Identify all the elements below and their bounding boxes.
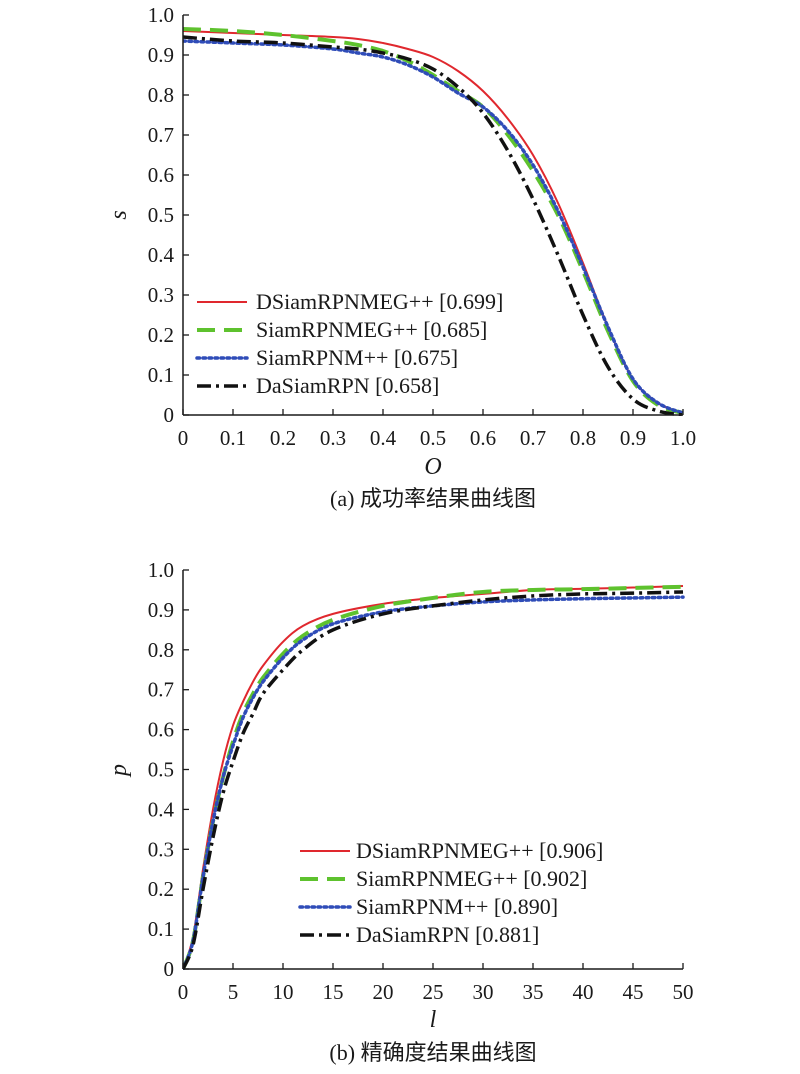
y-tick-label: 0.3 — [148, 283, 174, 307]
legend-label: SiamRPNM++ [0.890] — [356, 894, 558, 919]
x-tick-label: 25 — [423, 980, 444, 1004]
success-rate-chart: 0 0.1 0.2 0.3 0.4 0.5 0.6 0.7 0.8 0.9 1.0 0 0.1 0.2 0.… — [106, 3, 696, 511]
x-tick-label: 0 — [178, 980, 189, 1004]
y-tick-label: 0.9 — [148, 598, 174, 622]
y-tick-label: 0 — [164, 403, 175, 427]
y-tick-label: 0.4 — [148, 243, 175, 267]
x-tick-label: 45 — [623, 980, 644, 1004]
x-tick-label: 35 — [523, 980, 544, 1004]
chart-caption: (b) 精确度结果曲线图 — [329, 1040, 536, 1065]
x-tick-label: 0.4 — [370, 426, 397, 450]
x-tick-label: 30 — [473, 980, 494, 1004]
y-tick-label: 0.2 — [148, 877, 174, 901]
x-tick-label: 0.6 — [470, 426, 496, 450]
y-tick-label: 0.6 — [148, 163, 174, 187]
legend-label: DSiamRPNMEG++ [0.906] — [356, 838, 603, 863]
y-tick-label: 0.7 — [148, 678, 174, 702]
x-axis-label: O — [424, 454, 441, 480]
axis-ticks: 0 5 10 15 20 25 30 35 40 45 50 0 0.1 0.2 0.3 0.4 0.5 0.6 0… — [148, 558, 694, 1004]
legend-label: SiamRPNMEG++ [0.685] — [256, 317, 487, 342]
axis-ticks: 0 0.1 0.2 0.3 0.4 0.5 0.6 0.7 0.8 0.9 1.0 0 0.1 0.2 0.… — [148, 3, 696, 450]
x-tick-label: 0.8 — [570, 426, 596, 450]
y-tick-label: 0.3 — [148, 837, 174, 861]
x-tick-label: 0.7 — [520, 426, 546, 450]
precision-chart: 0 5 10 15 20 25 30 35 40 45 50 0 0.1 0.2 0.3 0.4 0.5 0.6 0… — [106, 558, 694, 1065]
legend-label: SiamRPNM++ [0.675] — [256, 345, 458, 370]
y-tick-label: 0 — [164, 957, 175, 981]
legend-label: DSiamRPNMEG++ [0.699] — [256, 289, 503, 314]
x-tick-label: 0.1 — [220, 426, 246, 450]
y-tick-label: 0.5 — [148, 203, 174, 227]
y-tick-label: 0.1 — [148, 917, 174, 941]
y-tick-label: 0.8 — [148, 638, 174, 662]
y-tick-label: 0.8 — [148, 83, 174, 107]
x-tick-label: 50 — [673, 980, 694, 1004]
y-tick-label: 0.5 — [148, 758, 174, 782]
x-tick-label: 0.5 — [420, 426, 446, 450]
y-tick-label: 0.6 — [148, 718, 174, 742]
x-tick-label: 5 — [228, 980, 239, 1004]
x-axis-label: l — [430, 1007, 437, 1033]
legend: DSiamRPNMEG++ [0.699] SiamRPNMEG++ [0.685… — [195, 289, 503, 398]
legend-label: SiamRPNMEG++ [0.902] — [356, 866, 587, 891]
series-line — [183, 35, 684, 416]
success-curves — [183, 27, 685, 416]
x-tick-label: 10 — [273, 980, 294, 1004]
y-tick-label: 0.2 — [148, 323, 174, 347]
y-tick-label: 0.1 — [148, 363, 174, 387]
series-line — [183, 595, 685, 970]
legend: DSiamRPNMEG++ [0.906] SiamRPNMEG++ [0.902… — [298, 838, 603, 947]
y-tick-label: 0.4 — [148, 797, 175, 821]
legend-label: DaSiamRPN [0.881] — [356, 922, 539, 947]
x-tick-label: 20 — [373, 980, 394, 1004]
x-tick-label: 0 — [178, 426, 189, 450]
y-tick-label: 1.0 — [148, 558, 174, 582]
y-tick-label: 0.9 — [148, 43, 174, 67]
series-line — [183, 590, 684, 970]
precision-curves — [183, 584, 685, 970]
x-tick-label: 0.9 — [620, 426, 646, 450]
chart-caption: (a) 成功率结果曲线图 — [330, 486, 536, 511]
x-tick-label: 15 — [323, 980, 344, 1004]
y-tick-label: 1.0 — [148, 3, 174, 27]
y-axis-label: s — [106, 210, 132, 219]
legend-label: DaSiamRPN [0.658] — [256, 373, 439, 398]
x-tick-label: 1.0 — [670, 426, 696, 450]
y-tick-label: 0.7 — [148, 123, 174, 147]
x-tick-label: 0.2 — [270, 426, 296, 450]
x-tick-label: 0.3 — [320, 426, 346, 450]
y-axis-label: p — [106, 764, 132, 778]
x-tick-label: 40 — [573, 980, 594, 1004]
